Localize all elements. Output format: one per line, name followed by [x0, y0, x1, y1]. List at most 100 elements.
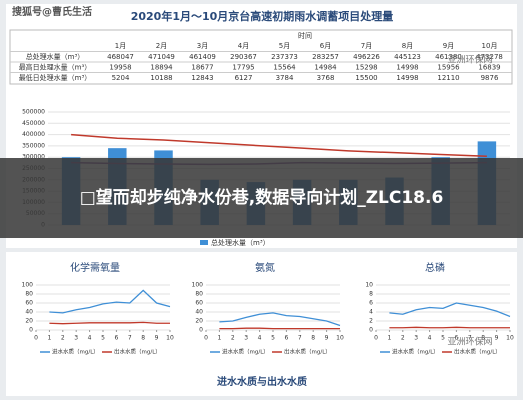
y-tick-label: 0 — [369, 327, 373, 334]
table-cell: 14998 — [396, 74, 418, 82]
y-tick-label: 10 — [365, 282, 373, 289]
table-cell: 12843 — [191, 74, 213, 82]
y-tick-label: 2 — [369, 318, 373, 325]
table-column: 7月 — [361, 42, 372, 50]
table-cell: 6127 — [235, 74, 253, 82]
y-tick-label: 80 — [195, 291, 203, 298]
table-time: 时间 — [298, 31, 312, 40]
legend-label: 进水水质（mg/L） — [222, 348, 269, 356]
table-cell: 9876 — [481, 74, 499, 82]
x-tick-label: 8 — [141, 335, 145, 342]
x-tick-label: 7 — [128, 335, 132, 342]
table-column: 10月 — [482, 42, 498, 50]
x-tick-label: 0 — [374, 335, 378, 342]
table-column: 5月 — [279, 42, 290, 50]
x-tick-label: 9 — [155, 335, 159, 342]
x-tick-label: 7 — [468, 335, 472, 342]
y-tick-label: 100 — [22, 282, 34, 289]
y-tick-label: 0 — [199, 327, 203, 334]
legend-label: 出水水质（mg/L） — [284, 348, 331, 356]
x-tick-label: 5 — [101, 335, 105, 342]
line — [49, 289, 171, 314]
x-tick-label: 0 — [34, 335, 38, 342]
x-tick-label: 4 — [258, 335, 262, 342]
chart-title: 化学需氧量 — [70, 261, 120, 274]
table-column: 6月 — [320, 42, 331, 50]
table-cell: 12110 — [437, 74, 459, 82]
y-tick-label: 80 — [25, 291, 33, 298]
x-tick-label: 6 — [284, 335, 288, 342]
x-tick-label: 10 — [506, 335, 514, 342]
legend-swatch — [200, 240, 208, 245]
y-tick-label: 400000 — [22, 131, 45, 138]
y-tick-label: 0 — [29, 327, 33, 334]
table-cell: 10188 — [150, 74, 172, 82]
table-cell: 468047 — [107, 53, 134, 61]
table-cell: 461380 — [435, 53, 462, 61]
table-column: 9月 — [443, 42, 454, 50]
x-tick-label: 2 — [231, 335, 235, 342]
line — [71, 133, 487, 158]
y-tick-label: 60 — [25, 300, 33, 307]
table-cell: 496226 — [353, 53, 380, 61]
x-tick-label: 8 — [311, 335, 315, 342]
table-cell: 3768 — [317, 74, 335, 82]
x-tick-label: 0 — [204, 335, 208, 342]
x-tick-label: 1 — [217, 335, 221, 342]
y-tick-label: 40 — [195, 309, 203, 316]
x-tick-label: 4 — [88, 335, 92, 342]
y-tick-label: 60 — [195, 300, 203, 307]
x-tick-label: 9 — [325, 335, 329, 342]
table-column: 3月 — [197, 42, 208, 50]
x-tick-label: 3 — [74, 335, 78, 342]
line — [49, 321, 170, 325]
chart-title: 总磷 — [425, 261, 445, 274]
y-tick-label: 40 — [25, 309, 33, 316]
line — [389, 302, 511, 318]
y-tick-label: 450000 — [22, 120, 45, 127]
x-tick-label: 10 — [336, 335, 344, 342]
table-cell: 18894 — [150, 64, 173, 72]
x-tick-label: 8 — [481, 335, 485, 342]
x-tick-label: 5 — [441, 335, 445, 342]
table-cell: 461409 — [189, 53, 216, 61]
x-tick-label: 6 — [454, 335, 458, 342]
table-cell: 473278 — [476, 53, 503, 61]
table-row-label: 最低日处理水量（m³） — [19, 73, 92, 82]
table-cell: 15298 — [355, 64, 377, 72]
table-column: 4月 — [238, 42, 249, 50]
table-cell: 14984 — [314, 64, 337, 72]
table-cell: 17795 — [232, 64, 254, 72]
table-cell: 471049 — [148, 53, 175, 61]
chart-title: 氨氮 — [255, 261, 275, 274]
table-cell: 16839 — [478, 64, 500, 72]
table-column: 1月 — [115, 42, 126, 50]
x-tick-label: 9 — [495, 335, 499, 342]
footer: 进水水质与出水水质 — [217, 375, 307, 388]
x-tick-label: 5 — [271, 335, 275, 342]
table-column: 2月 — [156, 42, 167, 50]
y-tick-label: 100 — [192, 282, 204, 289]
table-cell: 290367 — [230, 53, 257, 61]
x-tick-label: 1 — [387, 335, 391, 342]
x-tick-label: 6 — [114, 335, 118, 342]
legend-label: 出水水质（mg/L） — [454, 348, 501, 356]
title: 2020年1月～10月京台高速初期雨水调蓄项目处理量 — [131, 9, 394, 23]
table-row-label: 最高日处理水量（m³） — [19, 63, 92, 72]
table-cell: 237373 — [271, 53, 298, 61]
table-cell: 3784 — [276, 74, 294, 82]
y-tick-label: 6 — [369, 300, 373, 307]
table-cell: 5204 — [112, 74, 130, 82]
table-row-label: 总处理水量（m³） — [26, 52, 85, 61]
y-tick-label: 20 — [195, 318, 203, 325]
legend-label: 出水水质（mg/L） — [114, 348, 161, 356]
x-tick-label: 3 — [244, 335, 248, 342]
y-tick-label: 8 — [369, 291, 373, 298]
table-cell: 283257 — [312, 53, 339, 61]
table-cell: 18677 — [191, 64, 213, 72]
legend-label: 总处理水量（m³） — [211, 238, 270, 247]
table-cell: 15564 — [273, 64, 296, 72]
x-tick-label: 3 — [414, 335, 418, 342]
